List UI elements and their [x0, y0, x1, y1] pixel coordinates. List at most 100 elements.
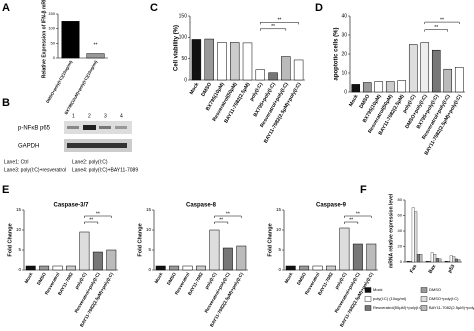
bar [425, 261, 429, 263]
bar [406, 261, 410, 263]
panel-label: C [150, 2, 158, 14]
bar [408, 44, 418, 93]
bar [416, 254, 420, 263]
significance-label: ** [434, 25, 438, 31]
lane-legend: Lane4: poly(I:C)+BAY11-7089 [72, 167, 138, 173]
blot-row-label: GAPDH [18, 144, 39, 150]
bar [25, 265, 36, 271]
chart-title: Caspase-8 [186, 203, 217, 209]
bar [92, 251, 103, 271]
y-tick-label: 150 [179, 13, 188, 19]
x-tick-label: poly(I:C) [74, 271, 88, 290]
significance-label: ** [94, 42, 98, 48]
x-tick-label: DMSO+poly(I:C)(10ug/ml) [45, 59, 74, 104]
bar [242, 42, 253, 81]
bar [444, 261, 448, 263]
y-tick-label: 0 [184, 77, 187, 83]
significance-label: ** [356, 211, 360, 217]
y-tick-label: 15 [146, 207, 152, 212]
y-axis-label: Fold Change [7, 223, 13, 256]
significance-label: ** [440, 17, 444, 23]
bar [169, 265, 180, 271]
band [67, 143, 127, 148]
y-tick-label: 100 [48, 26, 55, 31]
bar [222, 247, 233, 271]
lane-number: 3 [104, 113, 107, 119]
significance-bracket [84, 215, 112, 218]
bar [414, 211, 418, 263]
significance-bracket [214, 215, 242, 218]
panel-label: D [315, 2, 323, 14]
significance-bracket [260, 28, 287, 31]
bar [457, 259, 461, 263]
blot-strip [64, 121, 132, 134]
y-tick-label: 15 [276, 207, 282, 212]
bar [299, 265, 310, 271]
western-blot: 1 2 3 4 p-NFκB p65 GAPDH Lane1: Ctrl Lan… [4, 113, 138, 173]
legend-label: DMSO [429, 287, 441, 292]
band [83, 125, 96, 130]
bar [79, 231, 90, 271]
bar [281, 56, 291, 81]
y-axis-label: Cell viability (%) [174, 25, 180, 71]
y-tick-label: 50 [181, 56, 187, 62]
significance-bracket [344, 215, 372, 218]
y-axis-label: mRNA relative expression level [388, 193, 394, 268]
significance-label: ** [89, 217, 93, 223]
x-tick-label: Mock [284, 271, 294, 284]
bar [362, 82, 372, 93]
y-axis-label: apoptotic cells (%) [334, 27, 340, 80]
lane-legend: Lane2: poly(I:C) [72, 159, 108, 165]
y-tick-label: 10 [276, 227, 282, 232]
lane-number: 2 [88, 113, 91, 119]
legend-swatch [364, 287, 372, 293]
y-tick-label: 10 [16, 227, 22, 232]
bar [420, 42, 430, 93]
y-tick-label: 15 [16, 207, 22, 212]
x-tick-label: Fas [409, 263, 419, 274]
y-tick-label: 100 [179, 35, 188, 41]
legend-swatch [420, 305, 428, 311]
significance-label: ** [349, 217, 353, 223]
legend-label: BAY11-7082(2.5μM)+poly(I:C) [429, 305, 474, 310]
y-tick-label: 5 [278, 247, 281, 252]
y-tick-label: 50 [51, 40, 56, 45]
bar [204, 38, 214, 81]
bar [433, 254, 437, 263]
bar [217, 42, 227, 81]
bar [351, 84, 361, 93]
x-tick-label: poly(I:C) [334, 271, 348, 290]
x-tick-label: Mock [24, 271, 34, 284]
y-tick-label: 30 [341, 32, 347, 38]
bar [209, 229, 220, 271]
significance-label: ** [277, 18, 281, 24]
bar [196, 265, 206, 271]
y-tick-label: 0 [344, 89, 347, 95]
significance-bracket [214, 221, 229, 224]
bar [409, 261, 413, 263]
bar [447, 261, 451, 263]
lane-legend: Lane3: poly(I:C)+resveratrol [4, 167, 66, 173]
x-tick-label: Bax [428, 263, 438, 274]
legend-label: poly(I:C) (10ug/ml) [373, 296, 407, 301]
legend-label: Resveratrol(50μM)+poly(I:C) [373, 305, 424, 310]
bar [339, 227, 350, 271]
bar [293, 59, 304, 81]
significance-bracket [344, 221, 359, 224]
bar [431, 49, 441, 93]
bar [454, 67, 464, 93]
legend-swatch [364, 296, 372, 302]
y-tick-label: 20 [398, 244, 403, 249]
y-tick-label: 40 [341, 13, 347, 19]
y-axis-label: Relative Expression of IFN-β mRNA [41, 0, 47, 78]
y-axis-label: Fold Change [267, 223, 273, 256]
bar [385, 81, 395, 93]
panel-label: F [360, 184, 367, 196]
bar [435, 257, 439, 263]
y-tick-label: 0 [53, 55, 56, 60]
x-tick-label: DMSO [200, 82, 213, 98]
lane-number: 1 [72, 113, 75, 119]
bar [86, 53, 105, 59]
y-tick-label: 150 [48, 11, 55, 16]
